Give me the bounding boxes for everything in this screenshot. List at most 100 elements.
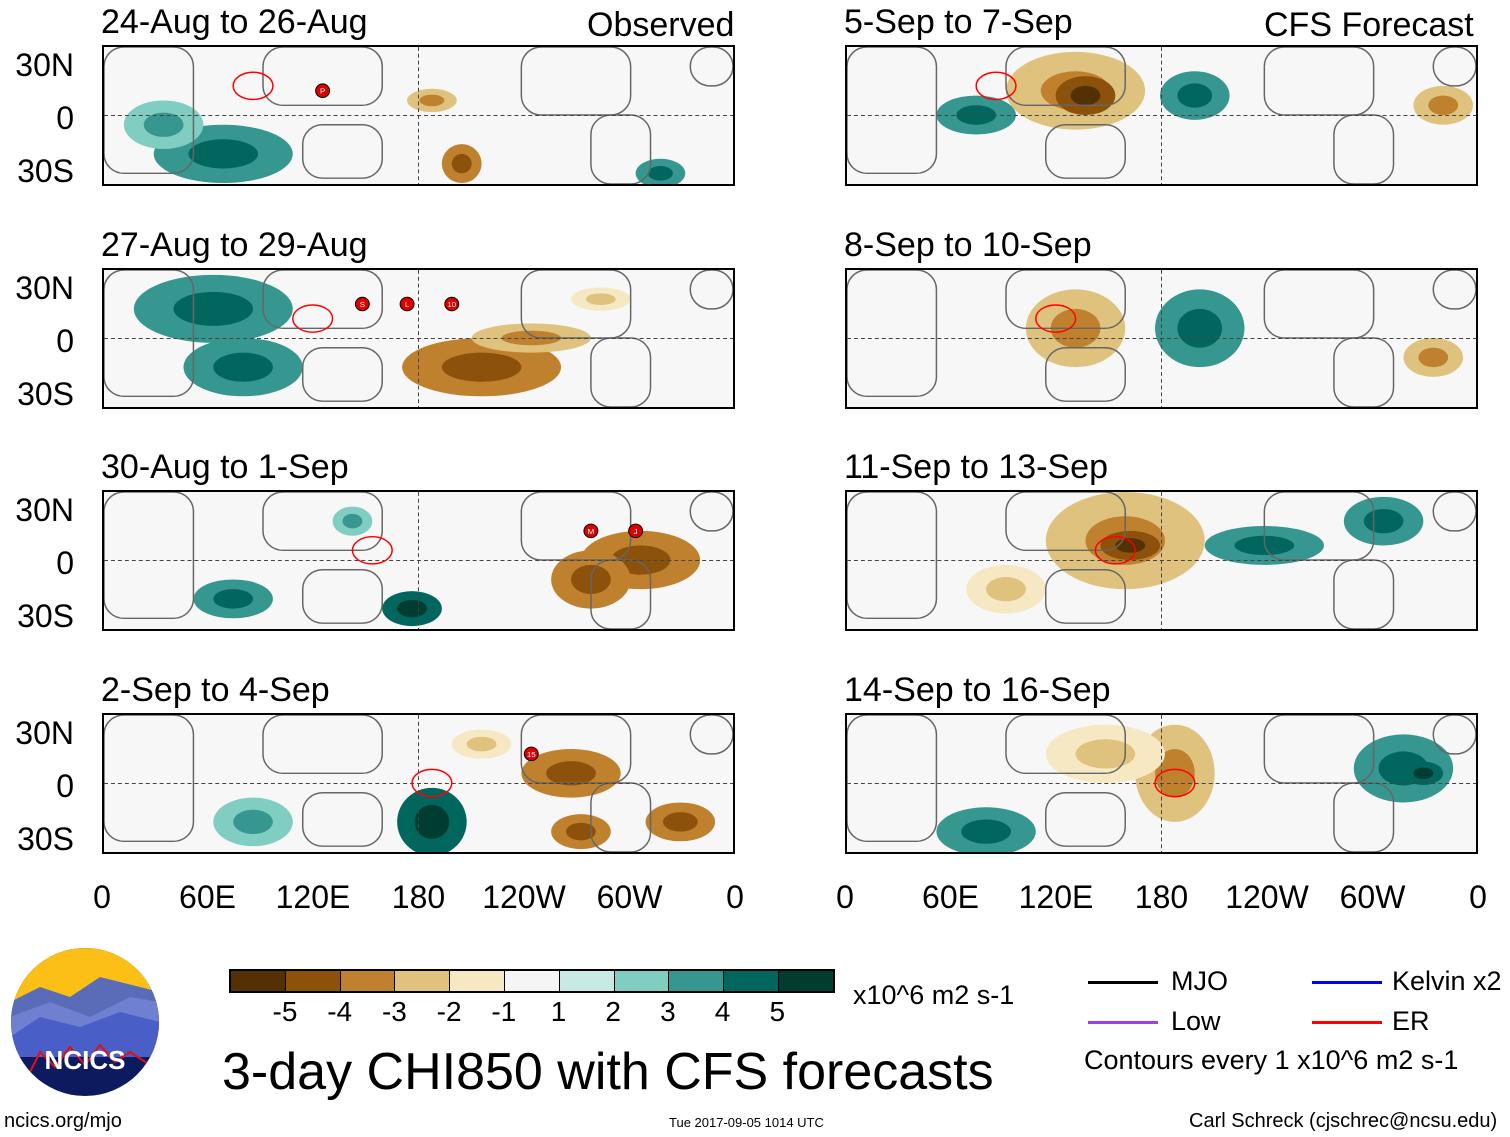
colorbar-swatch bbox=[450, 971, 505, 991]
panel-title: 5-Sep to 7-Sep bbox=[844, 3, 1073, 41]
colorbar-label: 3 bbox=[660, 996, 676, 1027]
coastline bbox=[847, 270, 938, 398]
low-line-icon bbox=[1088, 1021, 1158, 1024]
colorbar bbox=[229, 969, 835, 993]
coastline bbox=[520, 715, 632, 784]
coastline bbox=[520, 270, 632, 339]
lat-label: 0 bbox=[56, 323, 74, 359]
anomaly-shading bbox=[1177, 83, 1213, 108]
colorbar-swatch bbox=[285, 971, 341, 991]
coastline bbox=[520, 47, 632, 116]
anomaly-shading bbox=[986, 577, 1026, 602]
anomaly-shading bbox=[188, 139, 259, 169]
colorbar-label: -1 bbox=[491, 996, 517, 1027]
legend-low: Low bbox=[1171, 1006, 1221, 1036]
ncics-logo: NCICS bbox=[10, 947, 160, 1097]
coastline bbox=[1044, 124, 1126, 179]
lat-label: 30N bbox=[15, 715, 74, 751]
lon-label: 120W bbox=[1225, 879, 1309, 915]
lon-label: 0 bbox=[1469, 879, 1487, 915]
colorbar-swatch bbox=[559, 971, 615, 991]
lon-label: 120E bbox=[1018, 879, 1094, 915]
contour-note: Contours every 1 x10^6 m2 s-1 bbox=[1084, 1045, 1459, 1075]
colorbar-swatch bbox=[669, 971, 725, 991]
forecast-header: CFS Forecast bbox=[1264, 6, 1474, 44]
kelvin-line-icon bbox=[1312, 981, 1382, 984]
coastline bbox=[301, 347, 383, 402]
colorbar-label: -2 bbox=[436, 996, 462, 1027]
anomaly-shading bbox=[451, 153, 472, 174]
anomaly-shading bbox=[1363, 509, 1404, 534]
map-panel: S L 10 bbox=[102, 268, 735, 409]
storm-icon bbox=[315, 83, 331, 99]
coastline bbox=[262, 492, 383, 552]
storm-label: 15 bbox=[527, 750, 536, 759]
storm-icon bbox=[444, 296, 460, 312]
coastline bbox=[590, 337, 652, 407]
coastline bbox=[1005, 47, 1126, 107]
colorbar-swatch bbox=[340, 971, 396, 991]
lon-label: 60W bbox=[1339, 879, 1406, 915]
er-contour bbox=[232, 71, 274, 101]
anomaly-shading bbox=[546, 761, 596, 786]
coastline bbox=[689, 270, 733, 310]
map-panel bbox=[845, 45, 1478, 186]
observed-header: Observed bbox=[587, 6, 735, 44]
lon-label: 60W bbox=[596, 879, 663, 915]
coastline bbox=[104, 492, 195, 620]
lon-label: 0 bbox=[836, 879, 854, 915]
panel-title: 14-Sep to 16-Sep bbox=[844, 671, 1111, 709]
storm-label: L bbox=[405, 300, 410, 309]
anomaly-shading bbox=[441, 352, 522, 382]
map-panel bbox=[845, 713, 1478, 854]
lon-label: 60E bbox=[922, 879, 979, 915]
map-panel: P bbox=[102, 45, 735, 186]
panel-title: 11-Sep to 13-Sep bbox=[844, 448, 1108, 486]
anomaly-shading bbox=[213, 352, 273, 382]
anomaly-shading bbox=[1413, 767, 1434, 780]
lon-label: 120E bbox=[275, 879, 351, 915]
coastline bbox=[689, 492, 733, 532]
figure-title: 3-day CHI850 with CFS forecasts bbox=[222, 1043, 994, 1101]
coastline bbox=[1333, 559, 1395, 629]
legend-er: ER bbox=[1392, 1006, 1430, 1036]
lon-label: 180 bbox=[1134, 879, 1189, 915]
colorbar-swatch bbox=[231, 971, 286, 991]
coastline bbox=[590, 782, 652, 852]
coastline bbox=[847, 47, 938, 175]
map-panel bbox=[845, 268, 1478, 409]
anomaly-shading bbox=[1177, 308, 1223, 348]
footer-credit: Carl Schreck (cjschrec@ncsu.edu) bbox=[1189, 1110, 1498, 1132]
mjo-line-icon bbox=[1088, 981, 1158, 984]
er-contour bbox=[411, 768, 453, 798]
colorbar-swatch bbox=[395, 971, 451, 991]
storm-label: P bbox=[320, 87, 325, 96]
anomaly-shading bbox=[233, 809, 273, 835]
coastline bbox=[1432, 270, 1476, 310]
er-contour bbox=[1094, 535, 1136, 565]
legend-mjo: MJO bbox=[1171, 966, 1228, 996]
storm-label: J bbox=[634, 527, 638, 536]
logo-text: NCICS bbox=[45, 1045, 126, 1075]
colorbar-label: 5 bbox=[769, 996, 786, 1027]
lat-label: 0 bbox=[56, 545, 74, 581]
lat-label: 30S bbox=[17, 153, 74, 189]
map-panel: 15 bbox=[102, 713, 735, 854]
storm-label: S bbox=[360, 300, 365, 309]
lat-label: 30N bbox=[15, 47, 74, 83]
anomaly-shading bbox=[662, 812, 698, 832]
panel-title: 24-Aug to 26-Aug bbox=[101, 3, 368, 41]
anomaly-shading bbox=[648, 166, 673, 181]
panel-title: 2-Sep to 4-Sep bbox=[101, 671, 330, 709]
coastline bbox=[104, 270, 195, 398]
colorbar-swatch bbox=[778, 971, 833, 991]
lat-label: 30N bbox=[15, 492, 74, 528]
footer-url[interactable]: ncics.org/mjo bbox=[4, 1110, 122, 1132]
lat-label: 30N bbox=[15, 270, 74, 306]
legend-kelvin: Kelvin x2 bbox=[1392, 966, 1502, 996]
coastline bbox=[1044, 792, 1126, 847]
footer-timestamp: Tue 2017-09-05 1014 UTC bbox=[669, 1115, 824, 1130]
lat-label: 0 bbox=[56, 100, 74, 136]
anomaly-shading bbox=[342, 513, 363, 529]
